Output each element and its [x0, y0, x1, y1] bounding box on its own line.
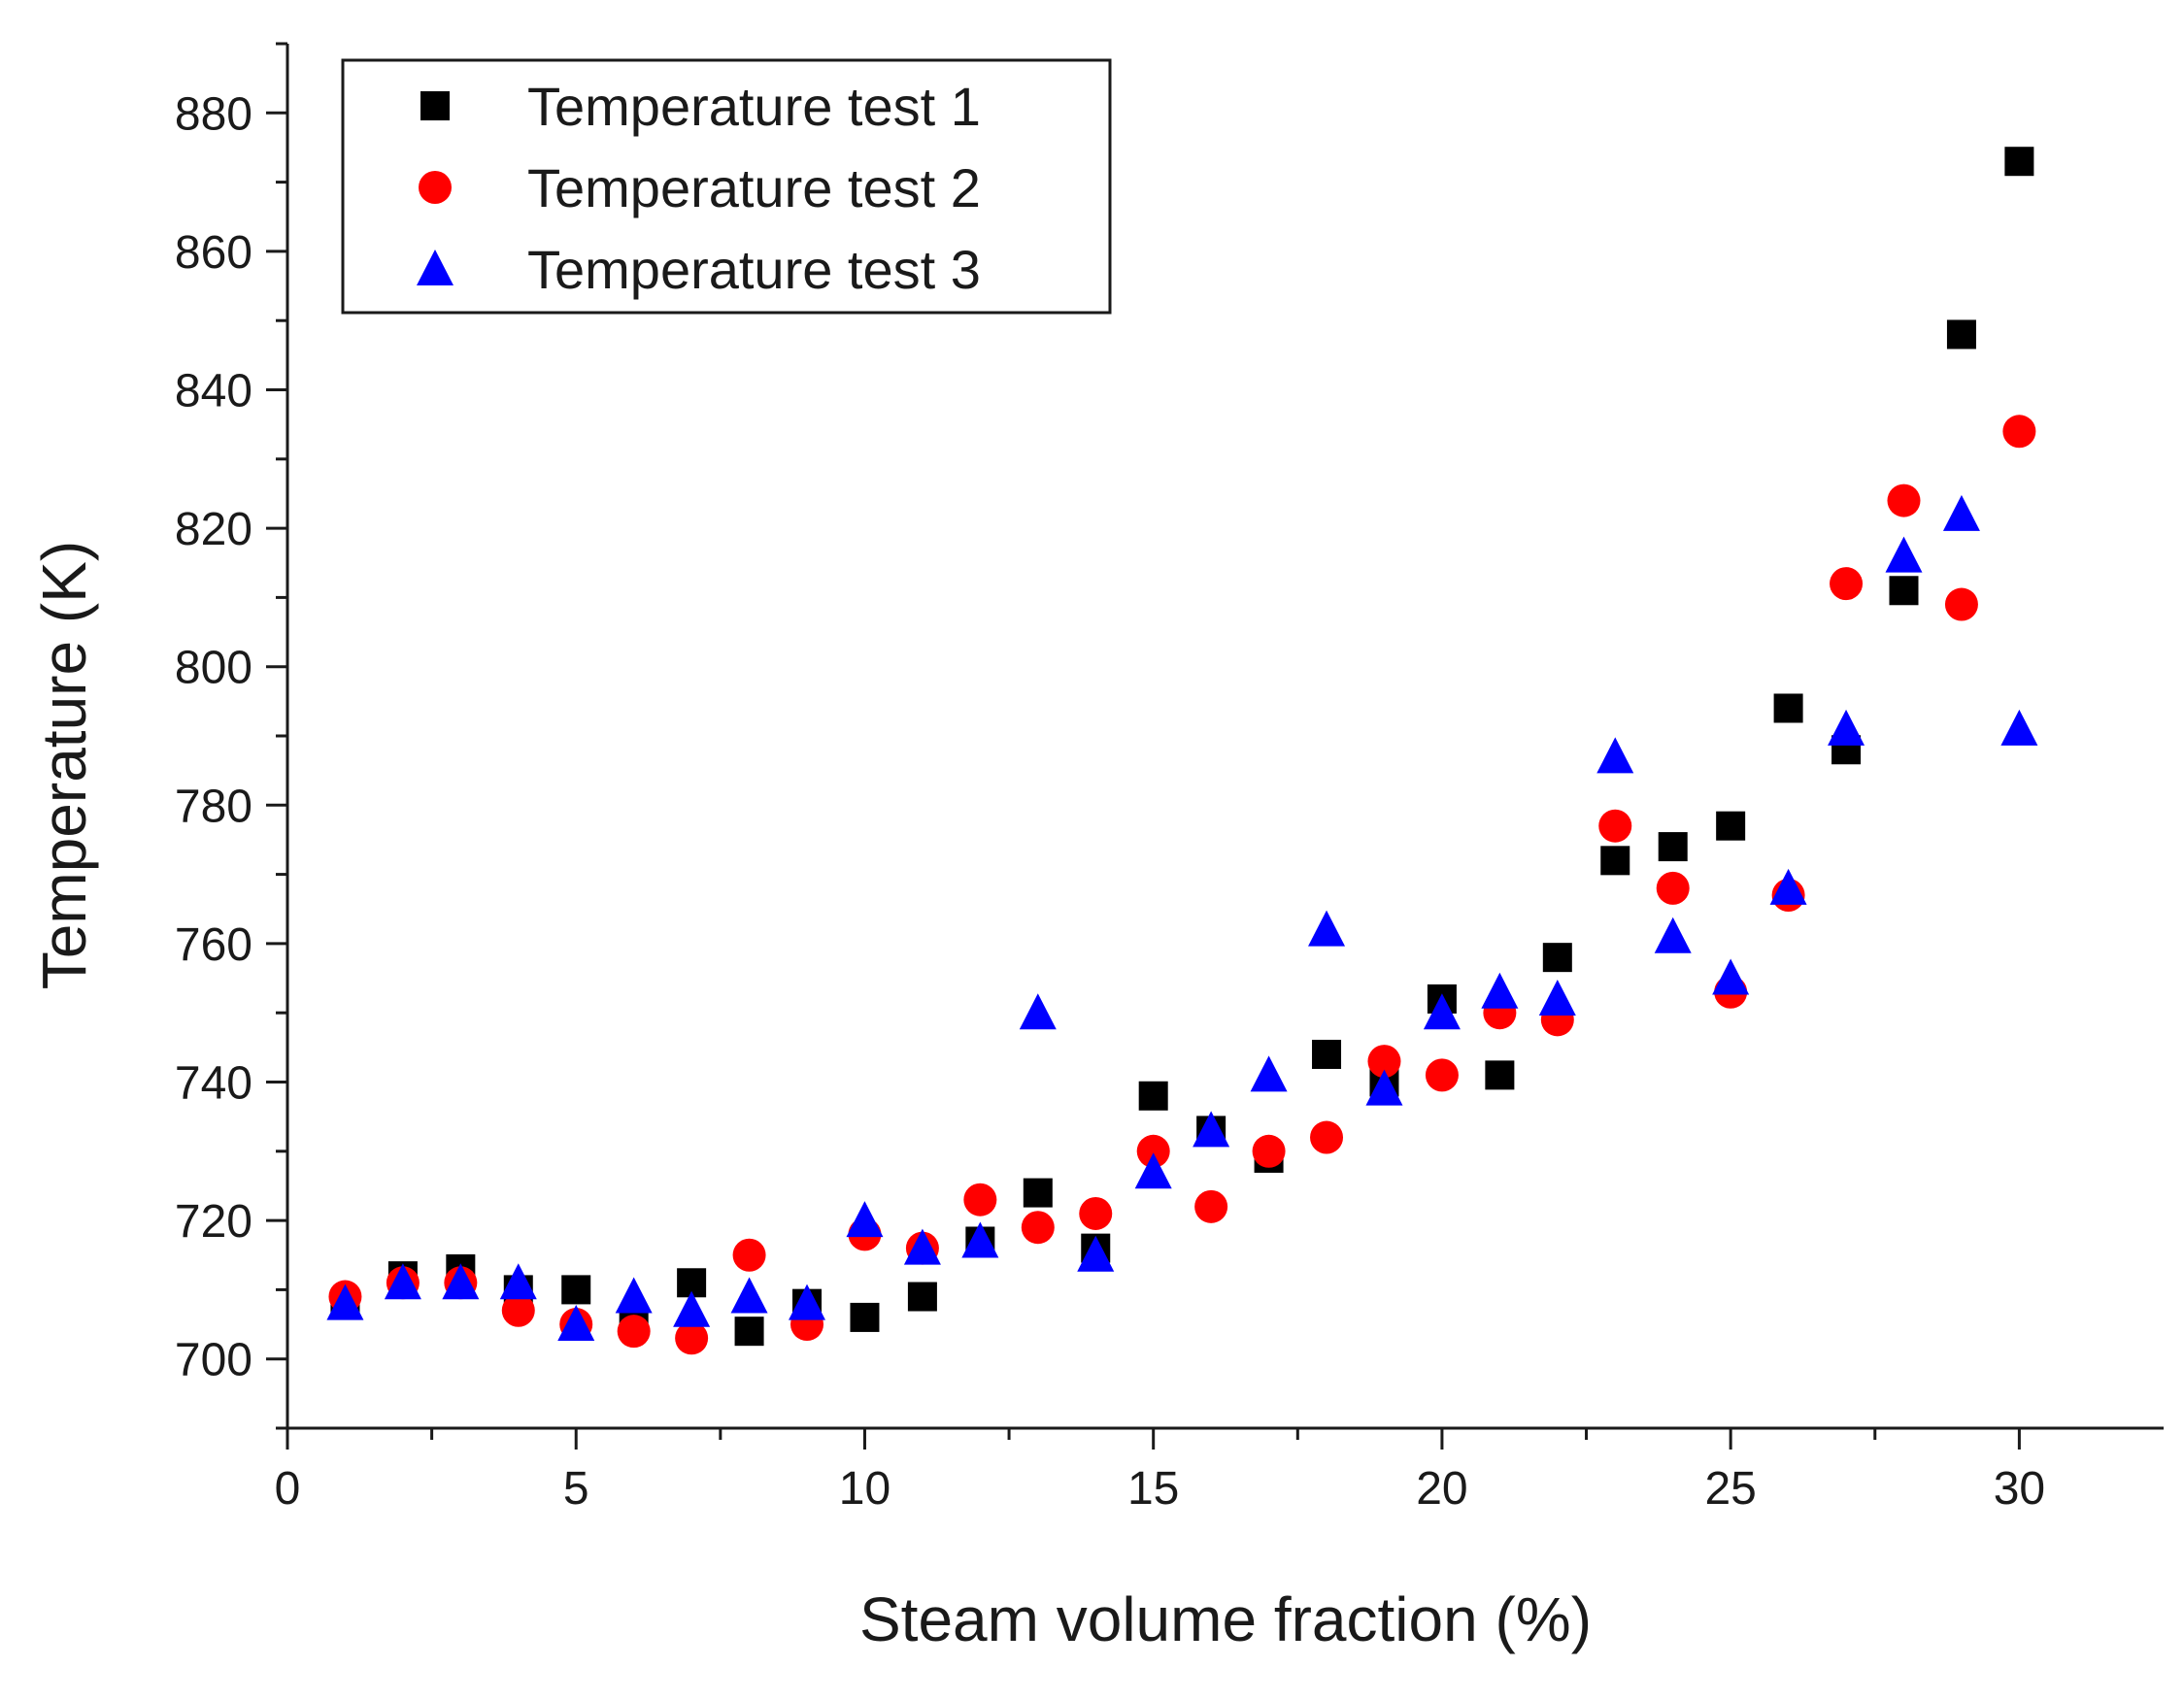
- y-tick-label: 800: [175, 643, 252, 694]
- data-point: [903, 1228, 941, 1265]
- data-point: [1946, 319, 1976, 350]
- data-point: [1654, 917, 1692, 953]
- data-point: [1023, 1178, 1053, 1208]
- x-tick-label: 10: [839, 1463, 890, 1515]
- data-point: [1194, 1189, 1228, 1223]
- legend-marker: [417, 250, 454, 285]
- y-tick-label: 700: [175, 1335, 252, 1386]
- x-tick-label: 20: [1416, 1463, 1467, 1515]
- legend-box: [341, 58, 1112, 315]
- data-point: [963, 1183, 997, 1217]
- data-point: [1423, 993, 1461, 1030]
- data-point: [1830, 567, 1864, 601]
- data-point: [1942, 494, 1980, 531]
- legend-marker: [419, 171, 452, 204]
- data-point: [1021, 1211, 1055, 1245]
- data-point: [1769, 868, 1807, 905]
- data-point: [1889, 576, 1919, 606]
- data-point: [1367, 1045, 1401, 1079]
- data-point: [384, 1263, 421, 1300]
- data-point: [2002, 415, 2036, 449]
- data-point: [615, 1277, 653, 1314]
- data-point: [907, 1282, 937, 1312]
- series-test-3: [326, 494, 2038, 1342]
- data-point: [2004, 147, 2034, 177]
- data-point: [1134, 1152, 1172, 1189]
- data-point: [1365, 1069, 1403, 1106]
- data-point: [1944, 587, 1978, 621]
- data-point: [1887, 483, 1921, 517]
- data-marks: [326, 147, 2038, 1355]
- data-point: [1656, 871, 1690, 905]
- x-axis-title: Steam volume fraction (%): [859, 1584, 1592, 1654]
- data-point: [1079, 1196, 1113, 1230]
- data-point: [1600, 846, 1630, 876]
- x-tick-label: 0: [275, 1463, 301, 1515]
- y-tick-label: 720: [175, 1196, 252, 1248]
- data-point: [561, 1275, 591, 1305]
- legend-label: Temperature test 1: [527, 76, 981, 137]
- data-point: [1596, 737, 1634, 774]
- y-tick-label: 880: [175, 88, 252, 140]
- x-tick-label: 5: [563, 1463, 589, 1515]
- data-point: [501, 1293, 535, 1327]
- data-point: [617, 1315, 651, 1349]
- data-point: [557, 1305, 595, 1342]
- x-tick-label: 25: [1704, 1463, 1756, 1515]
- data-point: [1828, 709, 1865, 746]
- data-point: [1019, 993, 1057, 1030]
- x-tick-label: 30: [1994, 1463, 2045, 1515]
- data-point: [1485, 1060, 1515, 1090]
- y-tick-label: 860: [175, 227, 252, 279]
- y-tick-label: 780: [175, 781, 252, 832]
- data-point: [1138, 1081, 1168, 1111]
- data-point: [846, 1201, 884, 1238]
- data-point: [1308, 910, 1346, 947]
- data-point: [734, 1317, 764, 1347]
- data-point: [730, 1277, 768, 1314]
- data-point: [850, 1302, 880, 1332]
- data-point: [1716, 811, 1746, 841]
- data-point: [1481, 972, 1519, 1009]
- y-axis-title: Temperature (K): [29, 541, 99, 989]
- axes: 0 5 10 15 20 25 30 700 720 740 760 780 800 820 840 860 8…: [175, 42, 2164, 1515]
- data-point: [675, 1321, 709, 1355]
- data-point: [1658, 832, 1688, 862]
- data-point: [442, 1263, 480, 1300]
- legend: Temperature test 1 Temperature test 2 Temp…: [341, 58, 1112, 315]
- data-point: [1252, 1134, 1286, 1168]
- legend-marker: [420, 91, 450, 120]
- data-point: [2000, 709, 2038, 746]
- legend-label: Temperature test 2: [527, 157, 981, 218]
- data-point: [1598, 809, 1632, 843]
- x-tick-label: 15: [1127, 1463, 1179, 1515]
- data-point: [1077, 1235, 1115, 1272]
- data-point: [1310, 1120, 1344, 1154]
- y-tick-label: 840: [175, 366, 252, 417]
- data-point: [1312, 1039, 1342, 1069]
- data-point: [1773, 693, 1803, 723]
- data-point: [499, 1263, 537, 1300]
- data-point: [732, 1238, 766, 1272]
- data-point: [1538, 979, 1576, 1016]
- data-point: [1425, 1058, 1459, 1092]
- y-tick-label: 740: [175, 1058, 252, 1110]
- data-point: [1193, 1111, 1230, 1148]
- data-point: [961, 1221, 999, 1258]
- data-point: [1542, 943, 1572, 973]
- legend-label: Temperature test 3: [527, 239, 981, 300]
- data-point: [789, 1283, 826, 1320]
- y-tick-label: 820: [175, 504, 252, 555]
- data-point: [1250, 1055, 1288, 1092]
- data-point: [673, 1290, 711, 1327]
- y-tick-label: 760: [175, 919, 252, 971]
- data-point: [1136, 1134, 1170, 1168]
- data-point: [1712, 958, 1750, 995]
- data-point: [1885, 536, 1923, 573]
- data-point: [326, 1283, 364, 1320]
